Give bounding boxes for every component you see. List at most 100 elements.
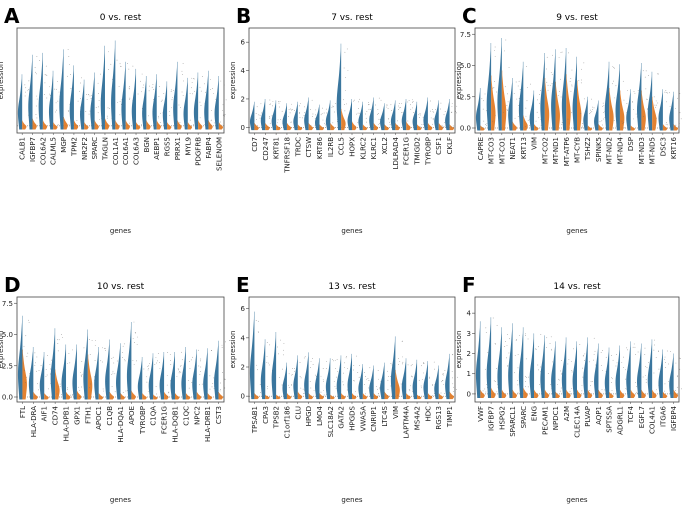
violin-c1qa-primary	[148, 353, 154, 400]
data-point	[440, 102, 442, 104]
data-point	[443, 114, 445, 116]
data-point	[514, 372, 516, 374]
data-point	[49, 93, 51, 95]
data-point	[353, 365, 355, 366]
data-point	[377, 393, 379, 395]
data-point	[454, 358, 456, 360]
violin-egfl7-secondary	[641, 389, 646, 398]
data-point	[592, 109, 594, 110]
data-point	[225, 341, 226, 343]
data-point	[410, 365, 412, 367]
data-point	[333, 106, 335, 108]
y-tick-label: 4	[241, 334, 246, 342]
data-point	[141, 91, 142, 93]
data-point	[59, 385, 61, 387]
data-point	[519, 335, 520, 336]
violin-aqp1-secondary	[598, 389, 603, 398]
data-point	[129, 98, 130, 100]
data-point	[366, 378, 367, 380]
data-point	[201, 76, 203, 77]
violin-sparc-primary	[90, 72, 95, 130]
data-point	[571, 388, 573, 389]
data-point	[50, 368, 51, 370]
violin-mt-co2-secondary	[544, 78, 550, 131]
data-point	[504, 50, 505, 52]
data-point	[637, 351, 639, 353]
y-tick-label: 6	[241, 39, 246, 47]
violin-slc18a2-primary	[325, 358, 331, 400]
data-point	[23, 370, 25, 372]
violin-rgs13-secondary	[438, 393, 444, 400]
data-point	[170, 89, 172, 91]
data-point	[561, 122, 563, 123]
gene-label: FCER1G	[403, 137, 411, 165]
violin-spink5-secondary	[598, 124, 603, 131]
violin-sptssa-primary	[604, 347, 610, 398]
data-point	[353, 369, 354, 371]
data-point	[525, 386, 526, 387]
data-point	[213, 377, 214, 379]
data-point	[546, 346, 547, 348]
panel-letter: D	[4, 273, 21, 297]
data-point	[593, 354, 595, 355]
violin-vim-primary	[390, 336, 396, 400]
data-point	[645, 374, 646, 376]
data-point	[110, 63, 112, 65]
data-point	[552, 361, 553, 363]
data-point	[402, 112, 404, 114]
data-point	[421, 365, 422, 367]
data-point	[294, 110, 295, 111]
gene-label: HLA-DRA	[30, 406, 38, 437]
data-point	[86, 99, 88, 100]
data-point	[561, 360, 562, 361]
gene-label: NPDC1	[552, 406, 560, 430]
data-point	[646, 366, 648, 368]
data-point	[560, 52, 562, 53]
y-tick-label: 2	[241, 364, 245, 372]
y-tick-label: 5.0	[2, 331, 13, 339]
data-point	[634, 346, 636, 348]
data-point	[289, 112, 291, 114]
data-point	[49, 373, 51, 375]
data-point	[225, 99, 227, 101]
data-point	[432, 118, 434, 119]
data-point	[451, 103, 453, 104]
data-point	[97, 112, 99, 114]
data-point	[200, 360, 201, 362]
violin-slc18a2-secondary	[330, 394, 335, 400]
gene-label: FTL	[19, 406, 27, 418]
data-point	[255, 113, 257, 114]
gene-label: IGFBP7	[488, 406, 496, 431]
data-point	[300, 377, 302, 379]
data-point	[369, 367, 371, 369]
data-point	[615, 125, 617, 127]
violin-mt-atp6-primary	[561, 48, 567, 131]
data-point	[589, 113, 591, 114]
violin-cd7-secondary	[254, 123, 259, 131]
gene-label: HDC	[424, 406, 432, 422]
violin-aif1-primary	[39, 352, 45, 400]
y-tick-label: 0.0	[2, 394, 13, 402]
data-point	[57, 339, 59, 341]
violin-myl9-secondary	[187, 122, 193, 130]
data-point	[152, 84, 154, 85]
data-point	[658, 350, 659, 352]
data-point	[323, 389, 324, 391]
violin-sparc-secondary	[523, 387, 528, 398]
data-point	[432, 385, 433, 386]
data-point	[508, 67, 510, 69]
violin-tpsab1-primary	[249, 311, 255, 400]
data-point	[119, 114, 121, 116]
data-point	[423, 372, 425, 374]
data-point	[35, 114, 37, 115]
violin-calb1-primary	[17, 74, 23, 130]
data-point	[343, 67, 345, 69]
data-point	[387, 104, 388, 106]
gene-label: RGS5	[164, 137, 172, 156]
data-point	[219, 390, 221, 392]
data-point	[325, 112, 327, 114]
data-point	[492, 87, 494, 89]
data-point	[35, 362, 36, 364]
data-point	[546, 68, 547, 70]
data-point	[44, 94, 45, 95]
